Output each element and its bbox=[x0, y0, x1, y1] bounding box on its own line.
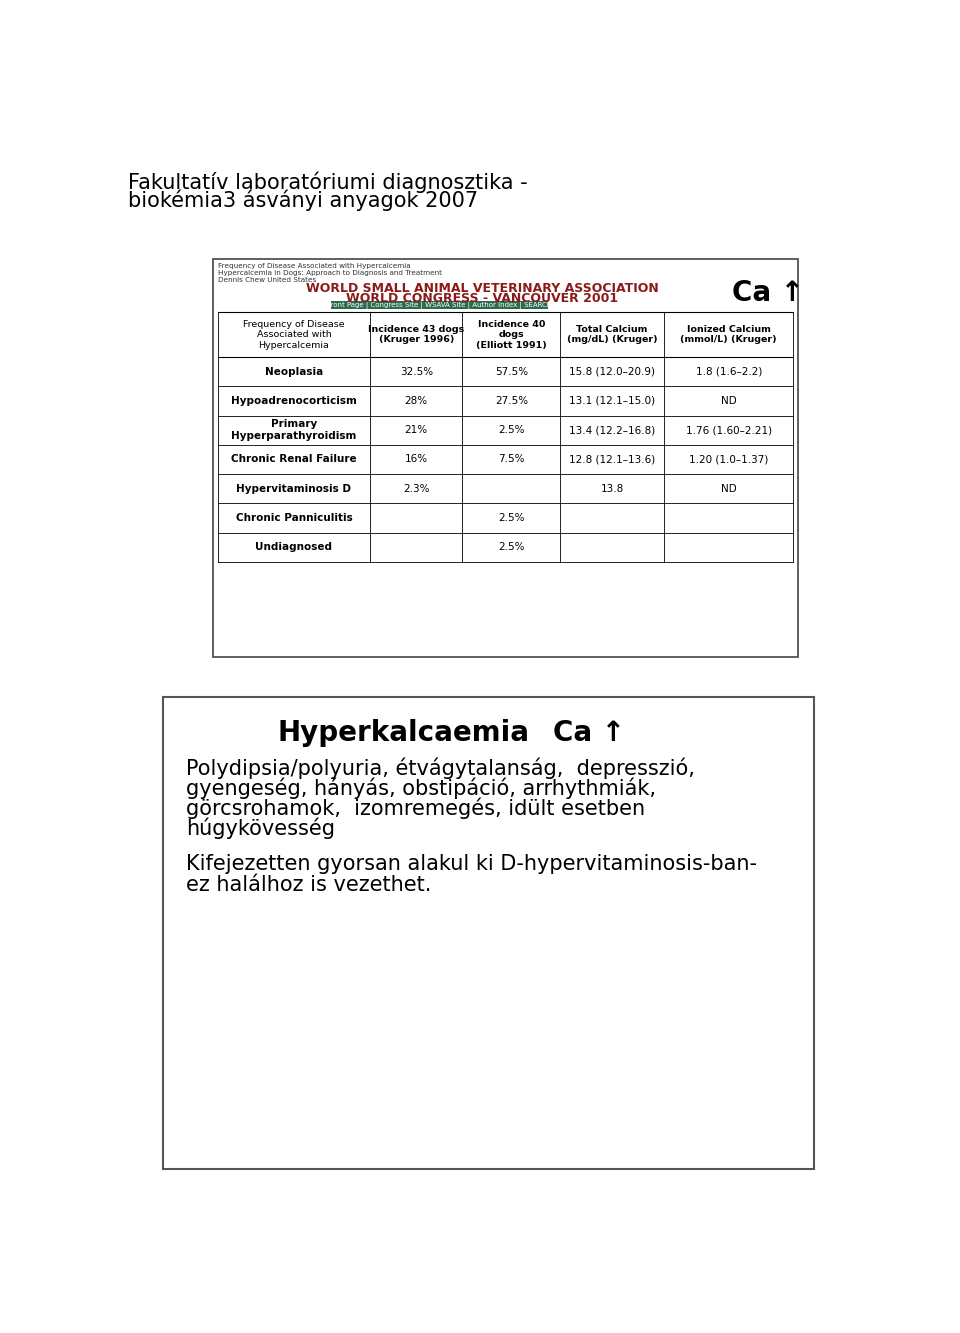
Text: WORLD SMALL ANIMAL VETERINARY ASSOCIATION: WORLD SMALL ANIMAL VETERINARY ASSOCIATIO… bbox=[306, 281, 659, 295]
Text: Chronic Renal Failure: Chronic Renal Failure bbox=[231, 455, 357, 464]
Text: Primary
Hyperparathyroidism: Primary Hyperparathyroidism bbox=[231, 420, 356, 441]
Text: Dennis Chew United States: Dennis Chew United States bbox=[218, 277, 316, 283]
Text: 1.8 (1.6–2.2): 1.8 (1.6–2.2) bbox=[695, 367, 762, 377]
Text: 2.5%: 2.5% bbox=[498, 513, 524, 523]
Text: 57.5%: 57.5% bbox=[494, 367, 528, 377]
Text: Undiagnosed: Undiagnosed bbox=[255, 543, 332, 552]
Text: Hypercalcemia in Dogs: Approach to Diagnosis and Treatment: Hypercalcemia in Dogs: Approach to Diagn… bbox=[218, 271, 442, 276]
Text: 27.5%: 27.5% bbox=[494, 396, 528, 407]
Text: Front Page | Congress Site | WSAVA Site | Author Index | SEARCH: Front Page | Congress Site | WSAVA Site … bbox=[326, 301, 552, 309]
Text: 2.5%: 2.5% bbox=[498, 543, 524, 552]
Text: biokémia3 ásványi anyagok 2007: biokémia3 ásványi anyagok 2007 bbox=[128, 191, 478, 212]
Text: Ca ↑: Ca ↑ bbox=[553, 718, 625, 746]
Text: ND: ND bbox=[721, 396, 736, 407]
Text: Chronic Panniculitis: Chronic Panniculitis bbox=[235, 513, 352, 523]
FancyBboxPatch shape bbox=[162, 697, 814, 1169]
Text: 2.3%: 2.3% bbox=[403, 484, 429, 493]
Text: ez halálhoz is vezethet.: ez halálhoz is vezethet. bbox=[186, 874, 431, 894]
Text: Kifejezetten gyorsan alakul ki D-hypervitaminosis-ban-: Kifejezetten gyorsan alakul ki D-hypervi… bbox=[186, 854, 756, 874]
Text: Frequency of Disease Associated with Hypercalcemia: Frequency of Disease Associated with Hyp… bbox=[218, 263, 410, 269]
Text: Incidence 40
dogs
(Elliott 1991): Incidence 40 dogs (Elliott 1991) bbox=[476, 320, 546, 349]
Text: Hyperkalcaemia: Hyperkalcaemia bbox=[277, 718, 530, 746]
Text: 1.76 (1.60–2.21): 1.76 (1.60–2.21) bbox=[685, 425, 772, 436]
Text: 13.8: 13.8 bbox=[600, 484, 624, 493]
Text: ND: ND bbox=[721, 484, 736, 493]
Text: 2.5%: 2.5% bbox=[498, 425, 524, 436]
Text: 13.4 (12.2–16.8): 13.4 (12.2–16.8) bbox=[569, 425, 656, 436]
Text: Hypoadrenocorticism: Hypoadrenocorticism bbox=[231, 396, 357, 407]
Text: Hypervitaminosis D: Hypervitaminosis D bbox=[236, 484, 351, 493]
Text: 1.20 (1.0–1.37): 1.20 (1.0–1.37) bbox=[689, 455, 768, 464]
Text: 21%: 21% bbox=[405, 425, 428, 436]
Text: Neoplasia: Neoplasia bbox=[265, 367, 324, 377]
Text: görcsrohamok,  izomremegés, idült esetben: görcsrohamok, izomremegés, idült esetben bbox=[186, 797, 645, 818]
Text: 13.1 (12.1–15.0): 13.1 (12.1–15.0) bbox=[569, 396, 655, 407]
Text: Fakultatív laboratóriumi diagnosztika -: Fakultatív laboratóriumi diagnosztika - bbox=[128, 172, 527, 193]
Text: 15.8 (12.0–20.9): 15.8 (12.0–20.9) bbox=[569, 367, 655, 377]
Text: Ionized Calcium
(mmol/L) (Kruger): Ionized Calcium (mmol/L) (Kruger) bbox=[681, 325, 777, 344]
Text: Incidence 43 dogs
(Kruger 1996): Incidence 43 dogs (Kruger 1996) bbox=[369, 325, 465, 344]
Text: 16%: 16% bbox=[405, 455, 428, 464]
Text: 32.5%: 32.5% bbox=[399, 367, 433, 377]
FancyBboxPatch shape bbox=[213, 259, 798, 657]
FancyBboxPatch shape bbox=[331, 301, 548, 309]
Text: Frequency of Disease
Associated with
Hypercalcemia: Frequency of Disease Associated with Hyp… bbox=[243, 320, 345, 349]
Text: húgykövesség: húgykövesség bbox=[186, 817, 335, 838]
Text: Total Calcium
(mg/dL) (Kruger): Total Calcium (mg/dL) (Kruger) bbox=[566, 325, 658, 344]
Text: Ca ↑: Ca ↑ bbox=[732, 280, 804, 308]
Text: WORLD CONGRESS - VANCOUVER 2001: WORLD CONGRESS - VANCOUVER 2001 bbox=[347, 292, 618, 305]
Text: 7.5%: 7.5% bbox=[498, 455, 524, 464]
Text: gyengeség, hányás, obstipáció, arrhythmiák,: gyengeség, hányás, obstipáció, arrhythmi… bbox=[186, 777, 656, 798]
Text: Polydipsia/polyuria, étvágytalanság,  depresszió,: Polydipsia/polyuria, étvágytalanság, dep… bbox=[186, 757, 695, 778]
Text: 12.8 (12.1–13.6): 12.8 (12.1–13.6) bbox=[569, 455, 656, 464]
Text: 28%: 28% bbox=[405, 396, 428, 407]
